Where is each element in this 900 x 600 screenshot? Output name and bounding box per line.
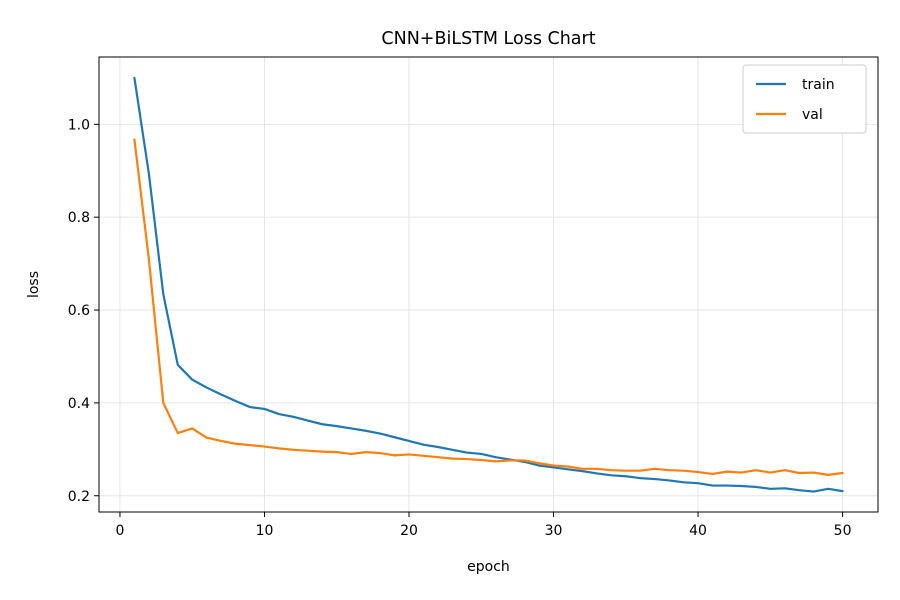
y-tick-label: 0.6 [68,303,90,319]
series-line-val [133,138,844,476]
x-tick-label: 10 [256,523,274,539]
x-tick-label: 0 [115,523,124,539]
x-axis-label: epoch [467,559,510,575]
x-tick-label: 50 [834,523,852,539]
legend-label-train: train [802,77,835,93]
series-line-train [133,76,844,493]
chart-title: CNN+BiLSTM Loss Chart [381,29,595,49]
legend-label-val: val [802,107,823,123]
x-tick-label: 40 [689,523,707,539]
y-axis: 0.2 0.4 0.6 0.8 1.0 [68,117,99,505]
x-tick-label: 30 [545,523,563,539]
y-axis-label: loss [26,271,42,298]
x-tick-label: 20 [400,523,418,539]
plot-area-frame [98,56,879,513]
series-lines [133,76,844,493]
legend: train val [742,64,867,134]
legend-box [742,64,867,134]
y-tick-label: 0.4 [68,396,90,412]
y-tick-label: 0.2 [68,489,90,505]
y-tick-label: 0.8 [68,210,90,226]
y-tick-label: 1.0 [68,117,90,133]
x-axis: 0 10 20 30 40 50 [115,512,852,539]
